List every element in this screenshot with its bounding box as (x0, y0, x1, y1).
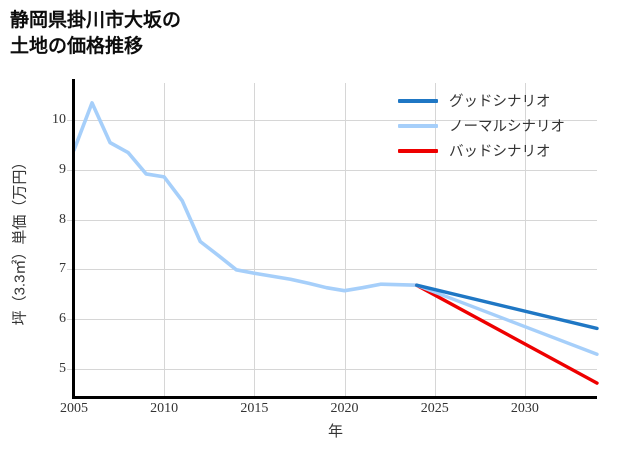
gridline-x (524, 83, 526, 396)
y-tick-mark (67, 120, 73, 122)
y-tick-mark (67, 269, 73, 271)
legend-label-good: グッドシナリオ (449, 94, 551, 110)
plot-background (74, 83, 597, 396)
legend-item-normal: ノーマルシナリオ (398, 113, 613, 138)
line-history (72, 101, 419, 293)
gridline-y (74, 318, 597, 320)
y-axis-spine (72, 79, 75, 399)
series-lines (72, 101, 599, 385)
y-axis-tick-labels: 5 6 7 8 9 10 (26, 83, 66, 396)
chart-legend: グッドシナリオ ノーマルシナリオ バッドシナリオ (398, 88, 613, 163)
legend-label-normal: ノーマルシナリオ (449, 119, 565, 135)
x-tick-label: 2020 (330, 401, 359, 416)
legend-swatch-good (398, 98, 438, 103)
x-tick-label: 2005 (60, 401, 88, 416)
line-normal-scenario (414, 283, 599, 356)
x-tick-label: 2015 (240, 401, 269, 416)
line-good-scenario (414, 283, 599, 331)
legend-item-good: グッドシナリオ (398, 88, 613, 113)
gridline-y (74, 219, 597, 221)
legend-swatch-bad (398, 148, 438, 153)
y-tick-mark (67, 318, 73, 320)
y-tick-mark (67, 169, 73, 171)
plot-area: 5 6 7 8 9 10 2005 2010 2015 2020 2025 2030 (52, 79, 599, 416)
y-tick-label: 10 (52, 112, 66, 128)
line-bad-scenario (414, 283, 599, 385)
x-tick-label: 2010 (150, 401, 179, 416)
chart-title: 静岡県掛川市大坂の 土地の価格推移 (10, 10, 182, 58)
x-axis-tick-labels: 2005 2010 2015 2020 2025 2030 (60, 399, 597, 423)
y-tick-label: 6 (59, 310, 66, 326)
gridline-y (74, 169, 597, 171)
x-tick-label: 2030 (510, 401, 539, 416)
y-tick-mark (67, 368, 73, 370)
gridline-x (254, 83, 256, 396)
gridline-x (164, 83, 166, 396)
x-axis-spine (72, 396, 597, 399)
gridline-x (74, 83, 75, 396)
x-tick-label: 2025 (420, 401, 449, 416)
x-axis-title: 年 (327, 423, 343, 440)
y-tick-label: 7 (59, 261, 66, 277)
legend-item-bad: バッドシナリオ (398, 138, 613, 163)
legend-swatch-normal (398, 123, 438, 128)
y-tick-label: 8 (59, 211, 66, 227)
gridline-x (344, 83, 346, 396)
gridline-y (74, 269, 597, 271)
y-tick-mark (67, 219, 73, 221)
y-tick-label: 5 (59, 360, 66, 376)
gridline-x (434, 83, 436, 396)
y-tick-label: 9 (59, 161, 66, 177)
gridline-y (74, 368, 597, 370)
legend-label-bad: バッドシナリオ (449, 144, 551, 160)
gridline-y (74, 120, 597, 122)
